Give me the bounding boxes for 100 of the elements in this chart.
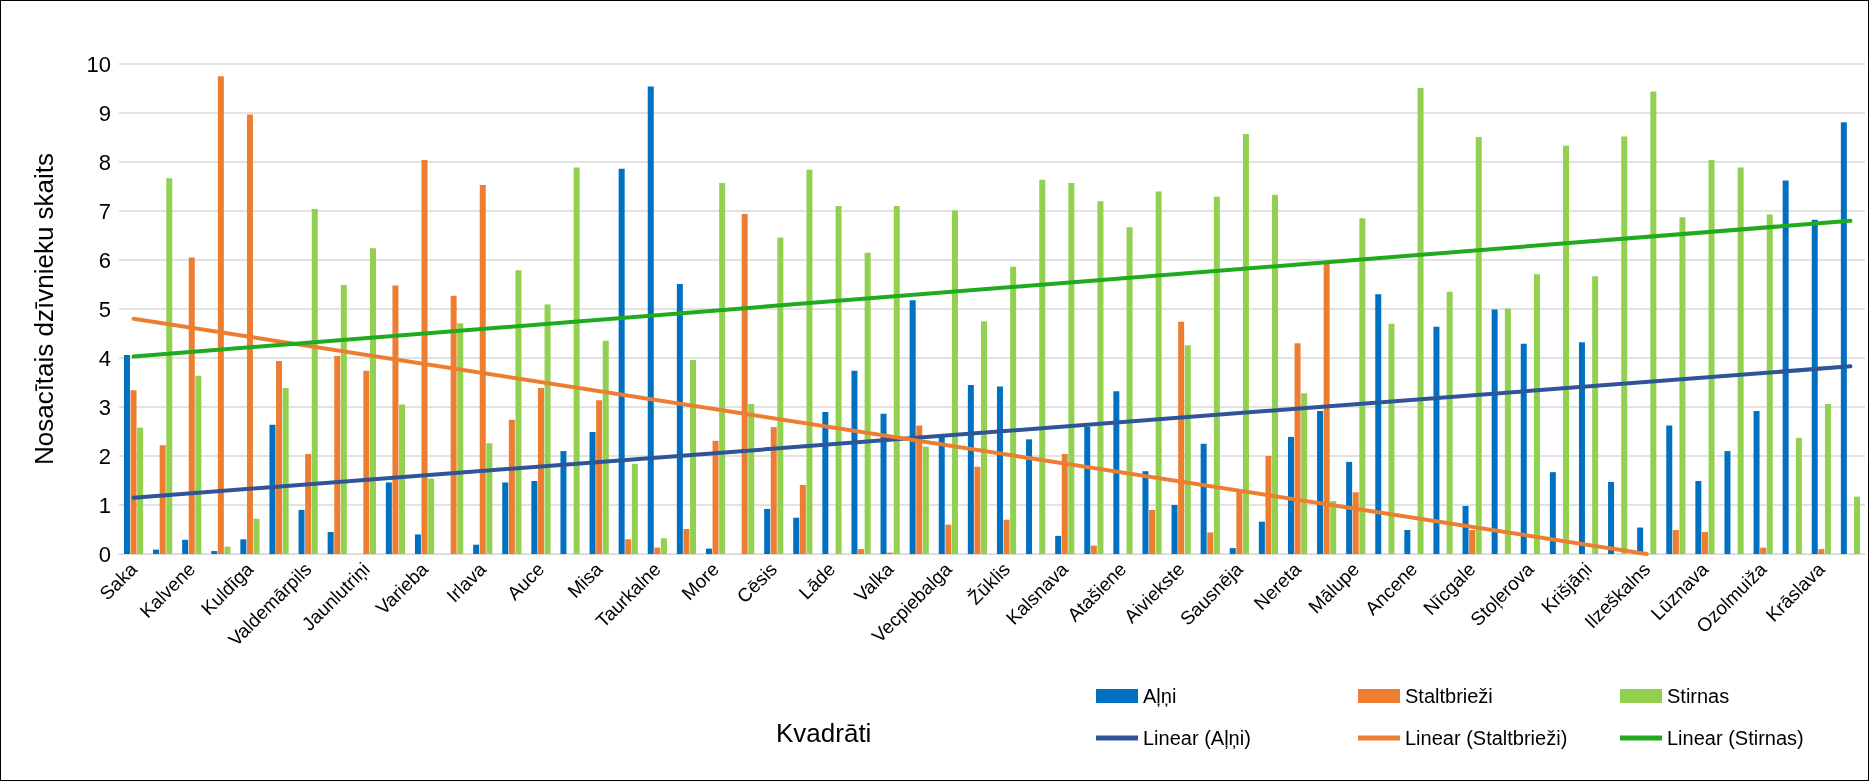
bar [1782,180,1789,554]
bar [385,482,392,554]
bar [1621,136,1628,554]
bar [1724,451,1731,554]
bar [1142,471,1149,554]
bar [631,463,638,554]
bar [647,86,654,554]
bar [1184,345,1191,554]
bar [1491,309,1498,554]
y-tick-label: 4 [98,345,111,371]
bar [851,370,858,554]
bar [705,548,712,554]
bar [938,436,945,554]
bar [399,404,406,554]
legend-label: Linear (Staltbrieži) [1405,727,1568,749]
bar [1533,274,1540,554]
bar [1417,88,1424,554]
bar [1672,529,1679,554]
bar [211,551,218,554]
bar [764,508,771,554]
bar [1462,505,1469,554]
bar [276,360,283,554]
bar [473,544,480,554]
bar [1055,535,1062,554]
bar [1090,545,1097,554]
y-tick-label: 2 [98,443,111,469]
bar [589,431,596,554]
bar [1592,276,1599,554]
y-tick-label: 7 [98,198,111,224]
bar [269,424,276,554]
bar [166,178,173,554]
bar [654,547,661,554]
bar [240,539,247,554]
legend-label: Staltbrieži [1405,685,1493,707]
bar [974,466,981,554]
legend-label: Linear (Stirnas) [1667,727,1804,749]
bar [1650,91,1657,554]
bar [153,549,160,554]
bar [1375,294,1382,554]
bar [1563,145,1570,554]
bar [195,375,202,554]
bar [1679,217,1686,554]
bar [1475,137,1482,554]
bar [327,531,334,554]
bar [777,237,784,554]
bar [1229,548,1236,554]
bar [363,370,370,554]
bar [602,340,609,554]
bar [1359,218,1366,554]
bar [893,206,900,554]
bar [369,248,376,554]
bar [1404,529,1411,554]
bar [502,482,509,554]
bar [1446,291,1453,554]
bar [515,270,522,554]
bar [858,549,865,554]
bar [123,355,130,554]
bar [1039,179,1046,554]
bar [719,183,726,554]
bar [334,356,341,554]
legend-label: Aļņi [1143,685,1177,707]
bar [1388,323,1395,554]
bar [945,524,952,554]
bar [793,517,800,554]
y-tick-label: 8 [98,149,111,175]
bar [1287,436,1294,554]
bar [537,387,544,554]
bar [1753,410,1760,554]
bar [305,454,312,554]
bar [660,538,667,554]
bar [508,419,515,554]
y-axis-title: Nosacītais dzīvnieku skaits [29,152,59,466]
bar [457,323,464,554]
bar [182,539,189,554]
bar [1695,480,1702,554]
bar [806,169,813,554]
bar [690,359,697,554]
bar [864,252,871,554]
bar [1795,437,1802,554]
bar [922,446,929,554]
bar [683,529,690,554]
bar [676,284,683,554]
bar [596,400,603,554]
bar [981,321,988,554]
bar [1010,266,1017,554]
bar [799,484,806,554]
bar [1840,122,1847,554]
bar [1666,425,1673,554]
bar [1608,481,1615,554]
bar [1317,410,1324,554]
bar [1272,194,1279,554]
bar [224,546,231,554]
bar [1242,134,1249,554]
bar [822,411,829,554]
legend-label: Stirnas [1667,685,1730,707]
bar [486,443,493,554]
bar [414,534,421,554]
bar [1811,219,1818,554]
bar [560,451,567,554]
y-tick-label: 10 [86,51,111,77]
